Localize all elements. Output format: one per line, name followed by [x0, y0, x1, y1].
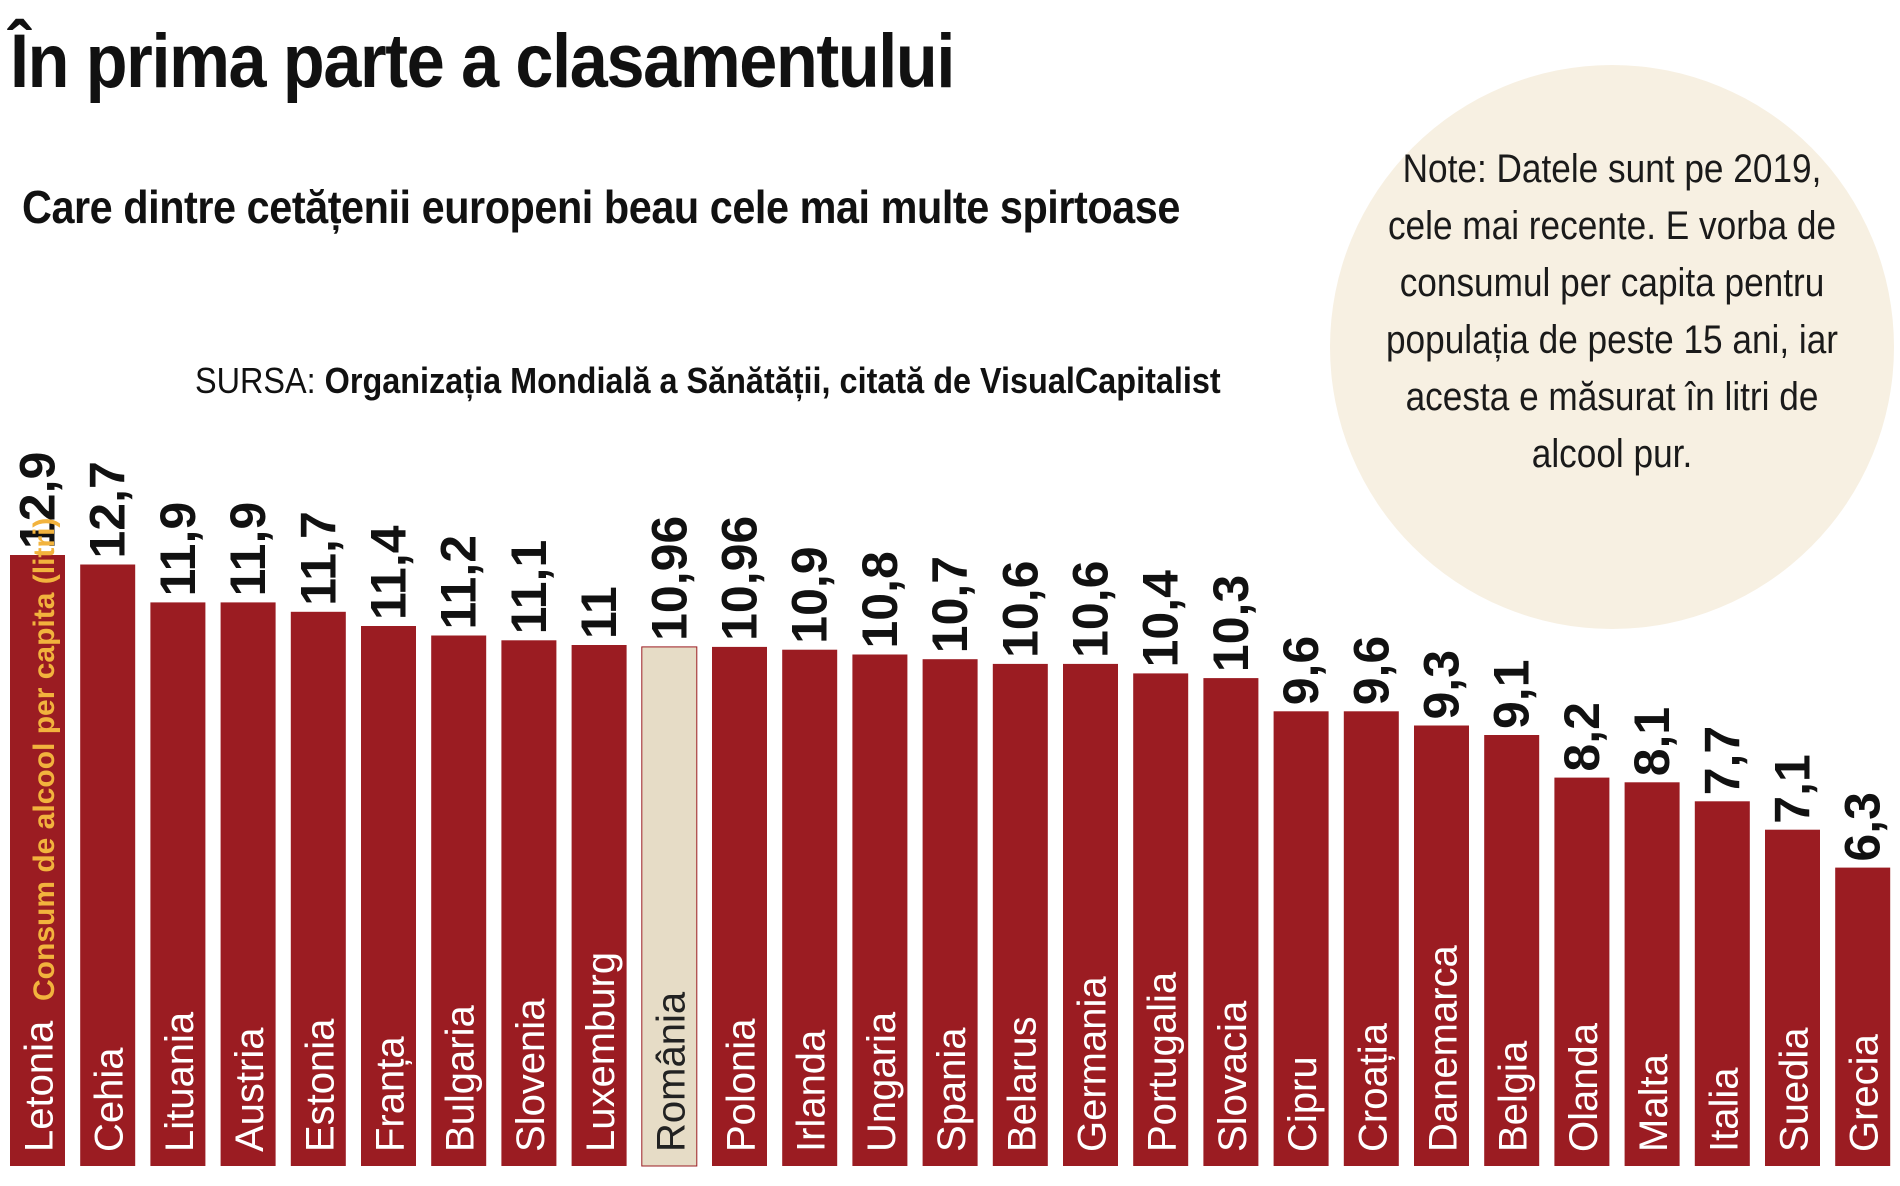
bar-olanda — [1554, 777, 1610, 1166]
value-label: 12,7 — [80, 461, 136, 558]
bar-austria — [220, 602, 276, 1166]
bar-irlanda — [782, 649, 838, 1166]
value-label: 7,1 — [1765, 754, 1821, 824]
category-label: Portugalia — [1141, 971, 1185, 1152]
category-label: Slovacia — [1211, 1000, 1255, 1152]
category-label: Belgia — [1492, 1040, 1536, 1152]
value-label: 7,7 — [1694, 726, 1750, 796]
value-label: 6,3 — [1835, 792, 1891, 862]
note-text: Note: Datele sunt pe 2019, cele mai rece… — [1385, 147, 1839, 476]
category-label: Croația — [1351, 1022, 1395, 1152]
value-label: 10,6 — [992, 561, 1048, 658]
bar-slovenia — [501, 640, 557, 1166]
bar-suedia — [1765, 829, 1820, 1166]
value-label: 11,9 — [220, 502, 276, 597]
bar-estonia — [290, 611, 346, 1166]
value-label: 10,96 — [641, 516, 697, 641]
category-label: Olanda — [1562, 1022, 1606, 1152]
bar-belarus — [992, 663, 1048, 1166]
chart-subtitle: Care dintre cetățenii europeni beau cele… — [22, 181, 1180, 233]
source-prefix: SURSA: — [195, 360, 325, 401]
value-label: 9,1 — [1484, 659, 1540, 729]
category-label: Lituania — [158, 1011, 202, 1152]
bar-cipru — [1273, 711, 1329, 1166]
y-axis-label: Consum de alcool per capita (litri) — [28, 518, 61, 1001]
value-label: 9,6 — [1343, 636, 1399, 706]
category-label: Grecia — [1843, 1033, 1887, 1152]
chart-title: În prima parte a clasamentului — [10, 19, 955, 104]
bar-letonia — [10, 555, 65, 1166]
category-label: Spania — [930, 1027, 974, 1152]
bar-croația — [1343, 711, 1399, 1166]
category-label: Cehia — [88, 1047, 132, 1152]
value-label: 9,3 — [1414, 650, 1470, 720]
value-label: 11,1 — [501, 540, 557, 635]
category-label: Letonia — [18, 1020, 62, 1152]
category-label: Estonia — [298, 1018, 342, 1152]
value-label: 10,96 — [712, 516, 768, 641]
value-label: 11,2 — [431, 535, 487, 630]
value-label: 11 — [571, 586, 627, 639]
bar-slovacia — [1203, 678, 1259, 1166]
value-label: 9,6 — [1273, 636, 1329, 706]
category-label: Suedia — [1773, 1027, 1817, 1152]
bar-spania — [922, 659, 978, 1166]
bar-luxemburg — [571, 645, 627, 1166]
bar-polonia — [712, 646, 767, 1166]
category-label: Franța — [369, 1036, 413, 1152]
value-label: 10,6 — [1063, 561, 1119, 658]
bar-belgia — [1484, 735, 1540, 1166]
category-label: Austria — [228, 1027, 272, 1152]
bar-lituania — [150, 602, 206, 1166]
bar-germania — [1063, 663, 1118, 1166]
source-name: Organizația Mondială a Sănătății, citată… — [324, 360, 1221, 401]
value-label: 8,1 — [1624, 707, 1680, 777]
bar-danemarca — [1414, 725, 1469, 1166]
category-label: Germania — [1071, 976, 1115, 1152]
bar-malta — [1624, 782, 1680, 1166]
bar-portugalia — [1133, 673, 1189, 1166]
category-label: Ungaria — [860, 1011, 904, 1152]
bar-românia — [641, 646, 698, 1167]
value-label: 8,2 — [1554, 702, 1610, 772]
bar-grecia — [1835, 867, 1891, 1166]
category-label: Danemarca — [1422, 944, 1466, 1152]
category-label: Irlanda — [790, 1029, 834, 1152]
value-label: 10,9 — [782, 546, 838, 643]
category-label: Luxemburg — [579, 952, 623, 1152]
source-line: SURSA: Organizația Mondială a Sănătății,… — [195, 360, 1221, 402]
value-label: 11,7 — [290, 511, 346, 606]
category-label: Slovenia — [509, 998, 553, 1152]
category-label: Bulgaria — [439, 1004, 483, 1152]
value-label: 10,3 — [1203, 575, 1259, 672]
bar-franța — [361, 626, 416, 1166]
category-label: Cipru — [1281, 1056, 1325, 1152]
value-label: 12,9 — [10, 452, 66, 549]
category-label: Italia — [1702, 1067, 1746, 1152]
bar-bulgaria — [431, 635, 487, 1166]
category-label: Malta — [1632, 1053, 1676, 1152]
value-label: 10,7 — [922, 556, 978, 653]
value-label: 11,9 — [150, 502, 206, 597]
bar-cehia — [80, 564, 136, 1166]
note-circle: Note: Datele sunt pe 2019, cele mai rece… — [1330, 65, 1894, 629]
bar-italia — [1694, 801, 1750, 1166]
value-label: 11,4 — [361, 525, 417, 620]
bar-ungaria — [852, 654, 908, 1166]
value-label: 10,8 — [852, 551, 908, 648]
category-label: România — [649, 991, 693, 1152]
value-label: 10,4 — [1133, 570, 1189, 668]
category-label: Belarus — [1000, 1016, 1044, 1152]
category-label: Polonia — [720, 1018, 764, 1152]
